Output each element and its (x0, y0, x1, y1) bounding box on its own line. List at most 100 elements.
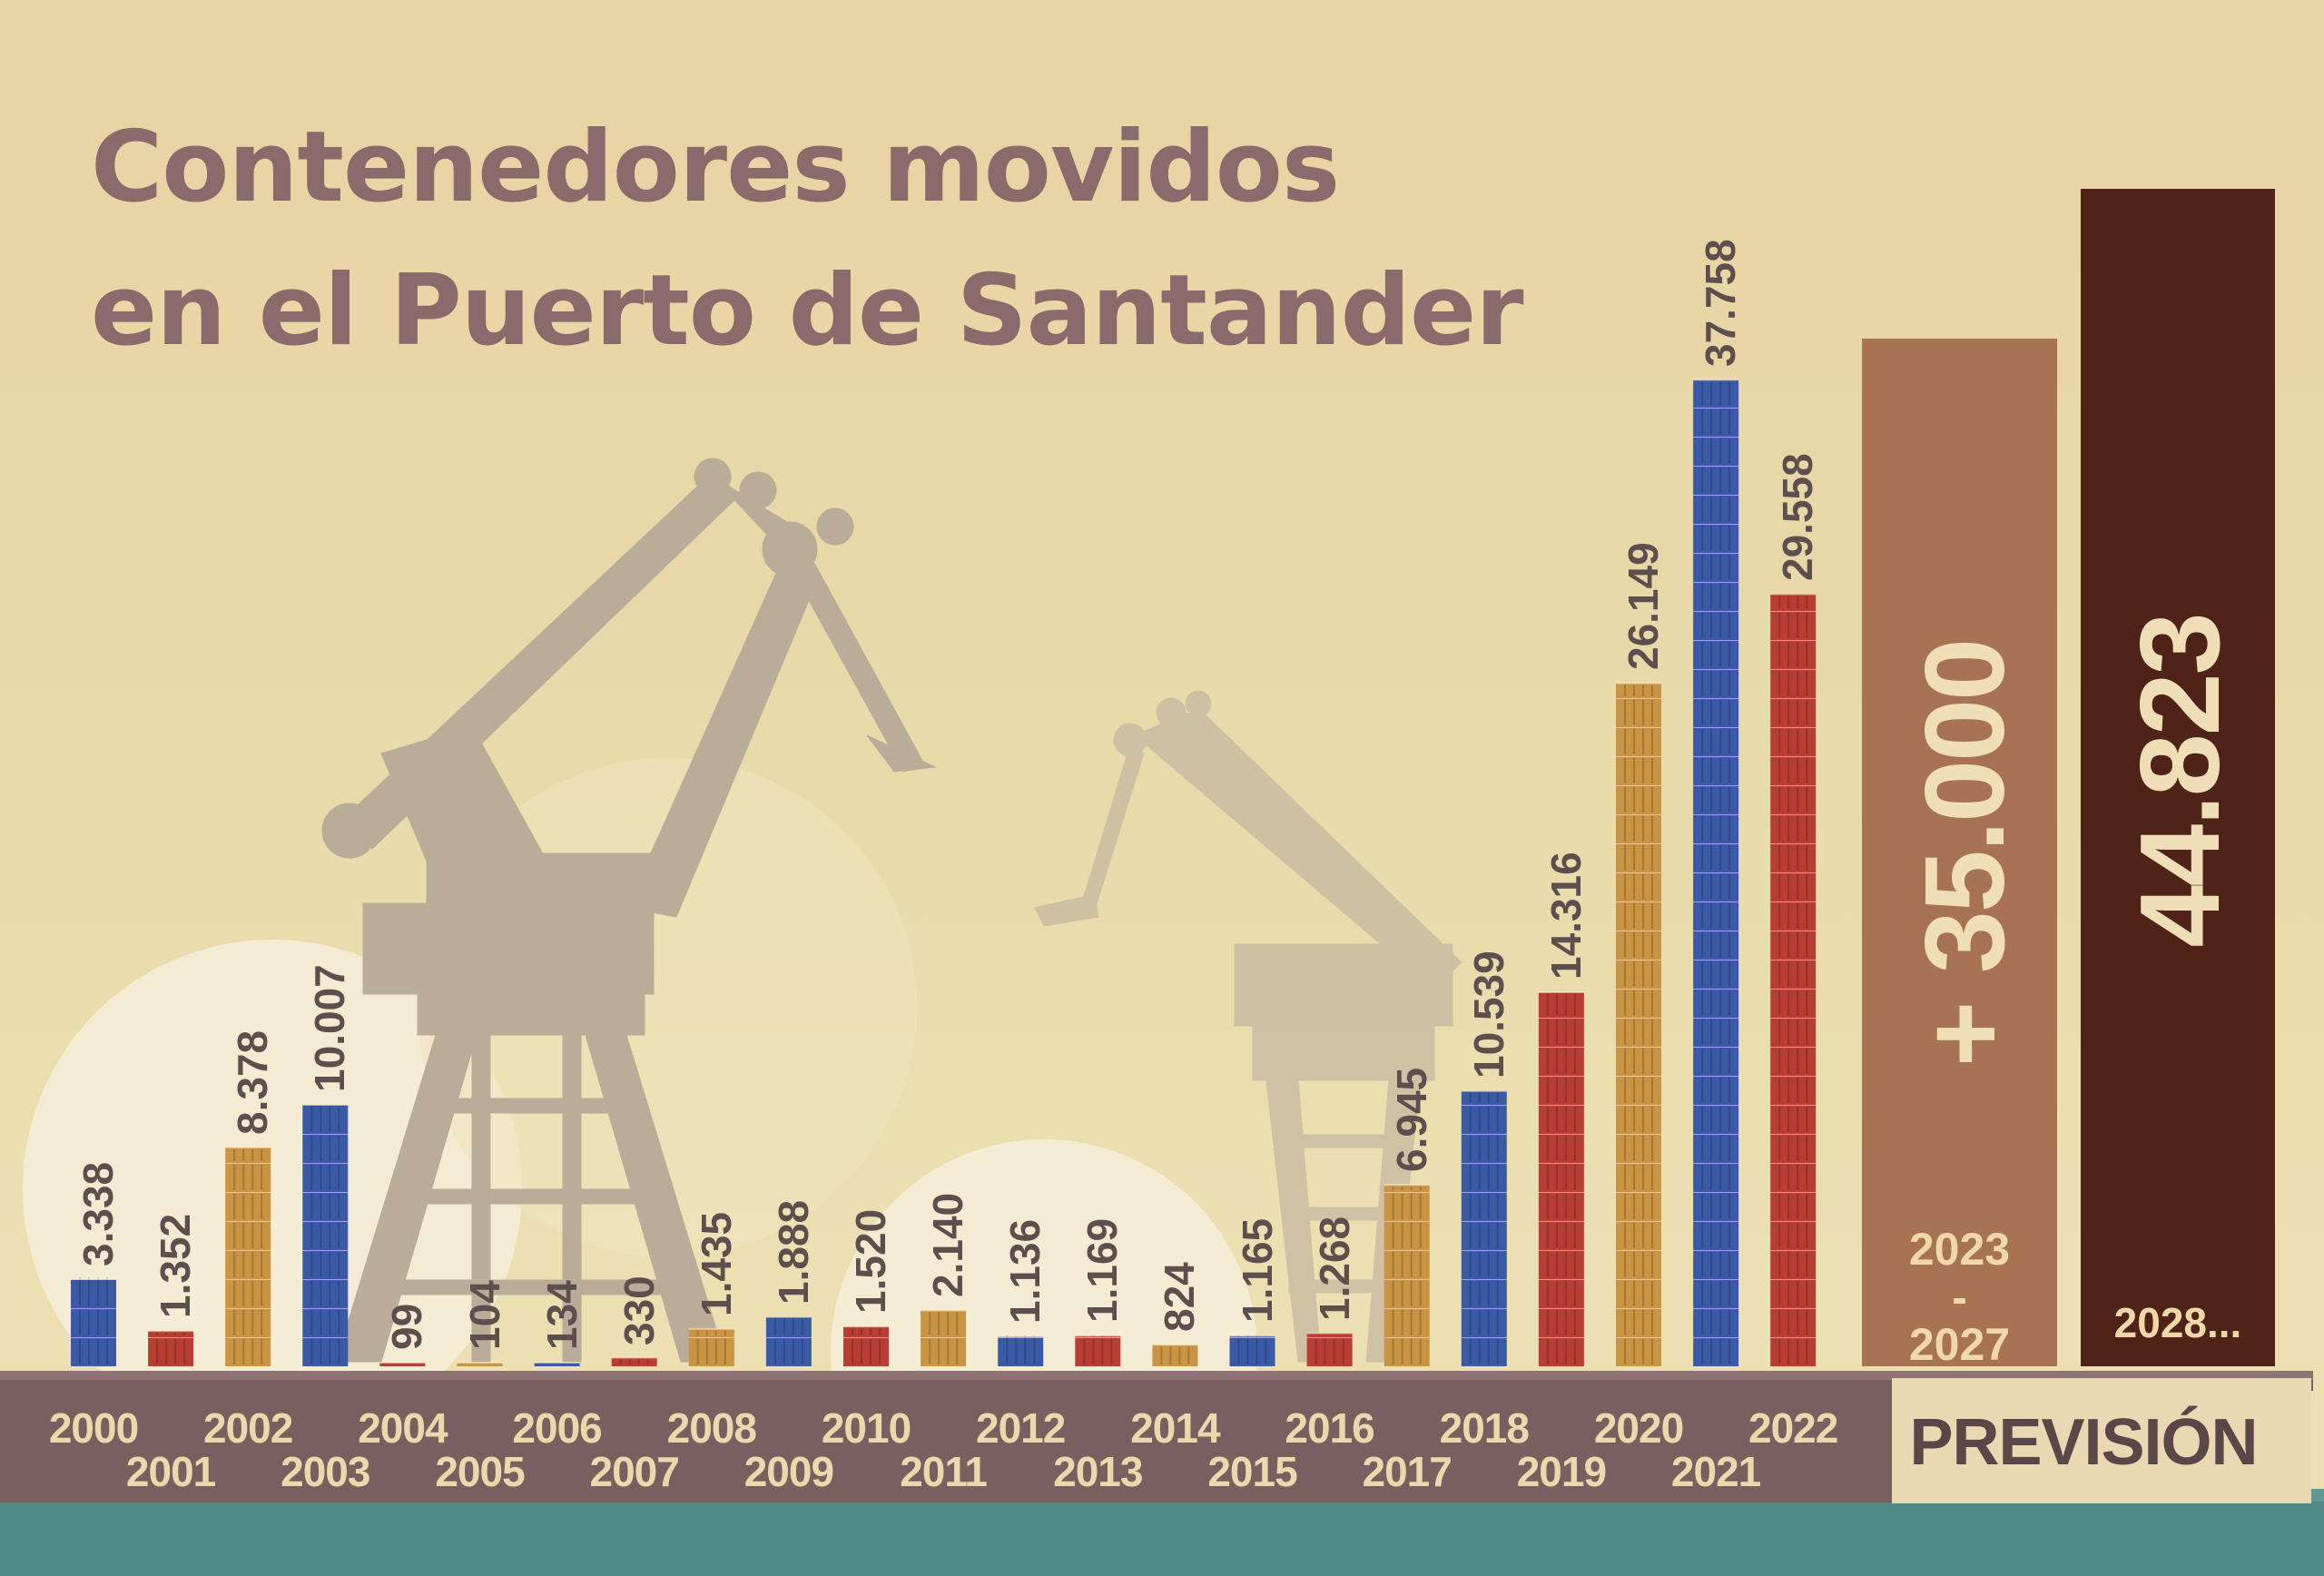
container-block (1770, 1076, 1817, 1105)
container-block (1461, 1134, 1507, 1163)
container-block (148, 1331, 194, 1337)
container-block (1770, 1134, 1817, 1163)
container-block (1616, 931, 1661, 960)
container-block (1616, 1105, 1661, 1134)
container-block (1538, 1134, 1584, 1163)
value-text: 1.520 (847, 1209, 894, 1315)
value-text: 1.352 (152, 1213, 200, 1319)
container-block (1384, 1192, 1430, 1221)
container-block (1770, 960, 1817, 989)
tick-label-2015: 2015 (1207, 1448, 1297, 1495)
sun-left (23, 940, 522, 1439)
container-block (1384, 1250, 1430, 1279)
container-block (1693, 611, 1739, 640)
value-text: 1.268 (1310, 1216, 1358, 1321)
container-block (688, 1328, 734, 1337)
container-block (1075, 1337, 1121, 1366)
container-block (148, 1337, 194, 1366)
bar-2022 (1770, 593, 1817, 1366)
container-block (1693, 1250, 1739, 1279)
container-block (1770, 727, 1817, 756)
container-block (225, 1308, 271, 1337)
tick-label-2007: 2007 (589, 1448, 680, 1495)
container-block (1616, 1308, 1661, 1337)
container-block (1616, 683, 1661, 698)
bar-2014 (1152, 1344, 1198, 1366)
value-text: 134 (537, 1280, 586, 1350)
container-block (1616, 1163, 1661, 1192)
container-block (1770, 1105, 1817, 1134)
container-block (1693, 582, 1739, 611)
container-block (1461, 1250, 1507, 1279)
tick-label-2010: 2010 (821, 1404, 911, 1452)
container-block (998, 1337, 1044, 1366)
container-block (1538, 1221, 1584, 1250)
bar-2020 (1616, 682, 1661, 1366)
period-start: 2023 (1908, 1224, 2011, 1275)
bar-2021 (1693, 379, 1739, 1366)
crane-main-icon (321, 458, 937, 1363)
container-block (1693, 1018, 1739, 1047)
container-block (1616, 843, 1661, 872)
container-block (1616, 1192, 1661, 1221)
container-block (1693, 785, 1739, 814)
bar-2009 (765, 1315, 812, 1366)
container-block (1770, 989, 1817, 1018)
container-block (1616, 1221, 1661, 1250)
bar-2008 (688, 1327, 734, 1366)
container-block (1770, 1018, 1817, 1047)
container-block (71, 1308, 116, 1337)
container-block (1693, 989, 1739, 1018)
container-block (688, 1337, 734, 1366)
value-text: 6.945 (1387, 1068, 1435, 1173)
container-block (1770, 1308, 1817, 1337)
water (0, 1489, 2324, 1576)
container-block (1616, 727, 1661, 756)
container-block (1461, 1221, 1507, 1250)
container-block (611, 1357, 657, 1366)
value-text: 1.165 (1233, 1218, 1281, 1324)
container-block (843, 1326, 889, 1337)
container-block (1693, 960, 1739, 989)
forecast-period-2023-2027: 2023 - 2027 (1862, 1226, 2057, 1369)
container-block (1770, 698, 1817, 727)
container-block (1616, 756, 1661, 785)
bar-2013 (1075, 1335, 1121, 1366)
tick-label-2011: 2011 (900, 1448, 988, 1495)
container-block (1538, 1308, 1584, 1337)
container-block (1770, 1163, 1817, 1192)
container-block (1538, 1250, 1584, 1279)
container-block (1616, 1018, 1661, 1047)
container-block (1538, 1105, 1584, 1134)
container-block (302, 1163, 349, 1192)
bar-2012 (998, 1335, 1044, 1366)
container-block (921, 1310, 967, 1337)
container-block (1693, 437, 1739, 466)
container-block (1693, 466, 1739, 495)
container-block (1693, 1337, 1739, 1366)
container-block (1384, 1279, 1430, 1308)
container-block (1693, 1279, 1739, 1308)
container-block (1770, 1279, 1817, 1308)
container-block (1538, 1279, 1584, 1308)
container-block (1693, 1105, 1739, 1134)
container-block (1693, 872, 1739, 901)
container-block (765, 1316, 812, 1337)
container-block (1693, 1308, 1739, 1337)
bar-2015 (1229, 1335, 1275, 1366)
container-block (1461, 1337, 1507, 1366)
container-block (1616, 1250, 1661, 1279)
container-block (1538, 1047, 1584, 1076)
container-block (1538, 1192, 1584, 1221)
prevision-heading: PREVISIÓN (1909, 1406, 2258, 1479)
container-block (1770, 785, 1817, 814)
container-block (1616, 1047, 1661, 1076)
bar-2001 (148, 1330, 194, 1366)
container-block (225, 1192, 271, 1221)
container-block (225, 1221, 271, 1250)
value-text: 1.169 (1078, 1218, 1127, 1324)
container-block (302, 1308, 349, 1337)
container-block (1461, 1105, 1507, 1134)
container-block (1770, 814, 1817, 843)
container-block (1306, 1337, 1353, 1366)
